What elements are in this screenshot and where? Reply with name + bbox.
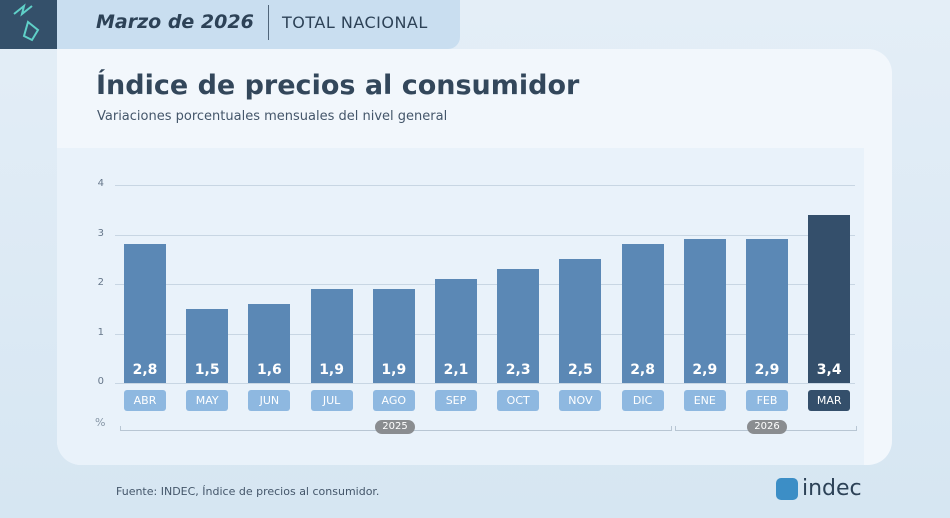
bar-nov bbox=[559, 259, 602, 383]
price-tag-icon bbox=[0, 0, 57, 49]
bar-ene bbox=[683, 239, 726, 383]
header-bar bbox=[57, 0, 460, 49]
y-tick-label: 1 bbox=[97, 326, 104, 338]
x-tick-label: ABR bbox=[124, 390, 166, 411]
data-label: 2,8 bbox=[132, 362, 158, 378]
chart-subtitle: Variaciones porcentuales mensuales del n… bbox=[97, 109, 448, 124]
bar-ago bbox=[372, 288, 415, 383]
bar-sep bbox=[435, 279, 477, 383]
x-tick-label: MAR bbox=[808, 390, 851, 411]
chart-title: Índice de precios al consumidor bbox=[96, 70, 580, 101]
y-tick-label: 0 bbox=[97, 376, 104, 387]
bar-jul bbox=[310, 288, 353, 383]
gridline bbox=[115, 234, 855, 236]
year-label: 2025 bbox=[375, 420, 415, 434]
x-tick-label: JUL bbox=[310, 390, 353, 411]
gridline bbox=[115, 185, 855, 186]
x-tick-label: FEB bbox=[746, 390, 788, 411]
data-label: 2,3 bbox=[505, 362, 531, 378]
bar-oct bbox=[497, 269, 540, 383]
data-label: 2,9 bbox=[692, 362, 718, 378]
bar-may bbox=[186, 308, 229, 383]
year-label: 2026 bbox=[747, 420, 787, 434]
source-note: Fuente: INDEC, Índice de precios al cons… bbox=[116, 485, 380, 498]
data-label: 1,5 bbox=[194, 362, 220, 378]
gridline bbox=[115, 383, 855, 384]
data-label: 1,6 bbox=[256, 362, 282, 378]
report-date: Marzo de 2026 bbox=[96, 11, 254, 33]
x-tick-label: SEP bbox=[435, 390, 477, 411]
x-tick-label: AGO bbox=[372, 390, 415, 411]
x-tick-label: DIC bbox=[621, 390, 664, 411]
brand-logo-text: indec bbox=[802, 476, 862, 501]
bar-jun bbox=[248, 303, 291, 383]
data-label: 1,9 bbox=[381, 362, 407, 378]
data-label: 2,1 bbox=[443, 362, 469, 378]
y-tick-label: 3 bbox=[97, 227, 104, 239]
y-tick-label: 4 bbox=[97, 178, 104, 189]
data-label: 2,9 bbox=[754, 362, 780, 378]
divider bbox=[268, 5, 269, 40]
x-tick-label: JUN bbox=[248, 390, 291, 411]
data-label: 1,9 bbox=[319, 362, 344, 378]
x-tick-label: ENE bbox=[683, 390, 726, 411]
x-tick-label: MAY bbox=[186, 390, 229, 411]
gridline bbox=[115, 333, 855, 335]
bar-dic bbox=[621, 244, 664, 383]
x-tick-label: OCT bbox=[497, 390, 540, 411]
report-scope: TOTAL NACIONAL bbox=[282, 13, 428, 32]
indec-logo-icon bbox=[776, 478, 798, 500]
data-label: 2,5 bbox=[567, 362, 593, 378]
data-label: 3,4 bbox=[816, 362, 842, 378]
y-axis-unit: % bbox=[95, 416, 106, 429]
y-tick-label: 2 bbox=[97, 277, 104, 288]
gridline bbox=[115, 284, 855, 285]
bar-feb bbox=[746, 239, 788, 383]
bar-mar bbox=[808, 214, 851, 383]
bar-abr bbox=[124, 244, 166, 383]
data-label: 2,8 bbox=[630, 362, 655, 378]
x-tick-label: NOV bbox=[559, 390, 602, 411]
